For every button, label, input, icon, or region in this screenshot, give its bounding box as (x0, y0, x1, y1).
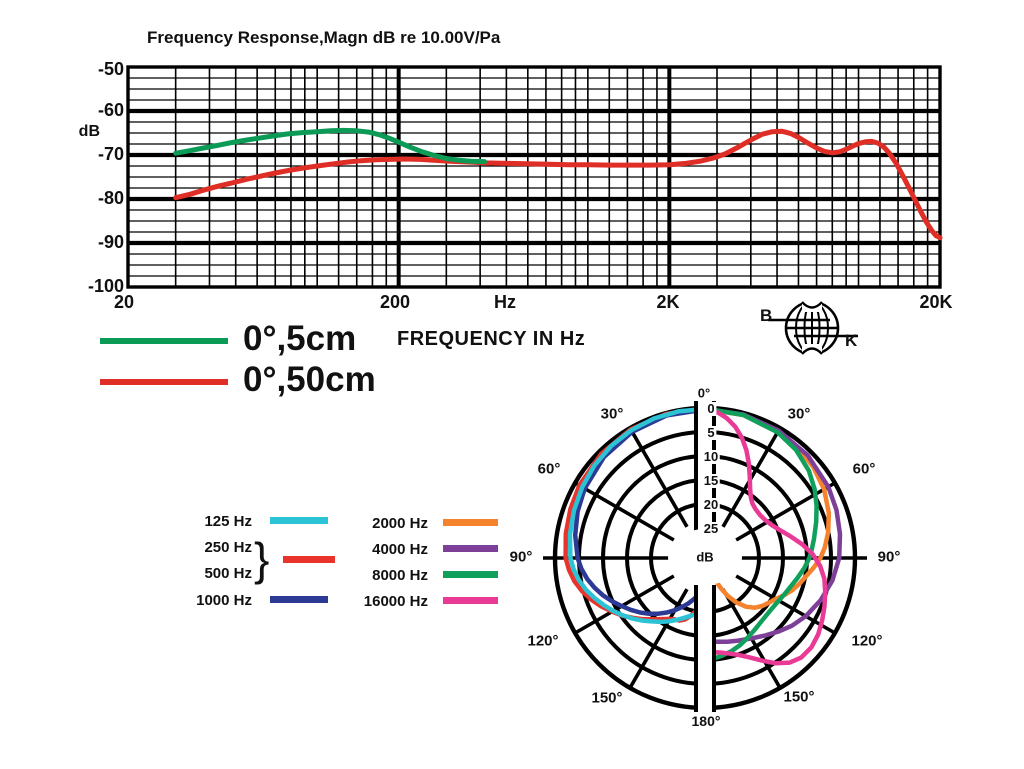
polar-legend-label-500: 500 Hz (204, 565, 252, 582)
polar-radial-tick-10: 10 (701, 449, 721, 464)
x-axis-unit-label: Hz (494, 292, 516, 312)
polar-legend-swatch-125 (270, 517, 328, 524)
polar-legend-swatch-8000 (443, 571, 498, 578)
polar-angle-label-120-left: 120° (527, 632, 559, 650)
x-tick-label: 20K (919, 292, 953, 312)
polar-radial-tick-15: 15 (701, 473, 721, 488)
polar-angle-label-0: 0° (697, 385, 711, 401)
polar-legend-swatch-250-500 (283, 556, 335, 563)
y-tick-label: -70 (97, 144, 124, 164)
frequency-axis-caption: FREQUENCY IN Hz (397, 328, 586, 350)
legend-label-5cm: 0°,5cm (243, 319, 357, 358)
polar-angle-label-60-left: 60° (537, 460, 561, 478)
logo-letter-b: B (760, 306, 773, 325)
polar-legend-brace: } (254, 533, 270, 585)
polar-angle-label-90-left: 90° (509, 548, 533, 566)
legend-swatch-50cm (100, 379, 228, 385)
polar-center-unit-label: dB (696, 549, 714, 565)
polar-angle-label-60-right: 60° (852, 460, 876, 478)
polar-legend-swatch-4000 (443, 545, 498, 552)
y-tick-label: -80 (97, 188, 124, 208)
polar-legend-swatch-16000 (443, 597, 498, 604)
polar-legend-label-8000: 8000 Hz (372, 567, 428, 584)
polar-radial-tick-20: 20 (701, 497, 721, 512)
polar-angle-label-150-right: 150° (783, 688, 815, 706)
polar-legend-label-125: 125 Hz (204, 513, 252, 530)
x-tick-label: 20 (113, 292, 135, 312)
legend-swatch-5cm (100, 338, 228, 344)
y-tick-label: -90 (97, 232, 124, 252)
polar-legend-label-1000: 1000 Hz (196, 592, 252, 609)
polar-angle-label-180: 180° (691, 713, 721, 729)
y-tick-label: -50 (97, 59, 124, 79)
polar-radial-tick-0: 0 (705, 401, 717, 416)
y-axis-unit-label: dB (78, 123, 100, 140)
polar-angle-label-30-left: 30° (600, 405, 624, 423)
polar-legend-swatch-2000 (443, 519, 498, 526)
polar-legend-label-2000: 2000 Hz (372, 515, 428, 532)
x-tick-label: 200 (379, 292, 411, 312)
polar-legend-label-16000: 16000 Hz (363, 593, 428, 610)
polar-angle-label-90-right: 90° (877, 548, 901, 566)
polar-radial-tick-25: 25 (701, 521, 721, 536)
polar-legend-label-250: 250 Hz (204, 539, 252, 556)
legend-label-50cm: 0°,50cm (243, 360, 376, 399)
polar-angle-label-120-right: 120° (851, 632, 883, 650)
logo-letter-k: K (845, 331, 858, 350)
x-tick-label: 2K (656, 292, 680, 312)
polar-legend-swatch-1000 (270, 596, 328, 603)
y-tick-label: -100 (87, 276, 124, 296)
frequency-response-title: Frequency Response,Magn dB re 10.00V/Pa (147, 28, 501, 47)
y-tick-label: -60 (97, 100, 124, 120)
polar-angle-label-150-left: 150° (591, 689, 623, 707)
polar-legend-label-4000: 4000 Hz (372, 541, 428, 558)
polar-radial-tick-5: 5 (705, 425, 717, 440)
polar-angle-label-30-right: 30° (787, 405, 811, 423)
